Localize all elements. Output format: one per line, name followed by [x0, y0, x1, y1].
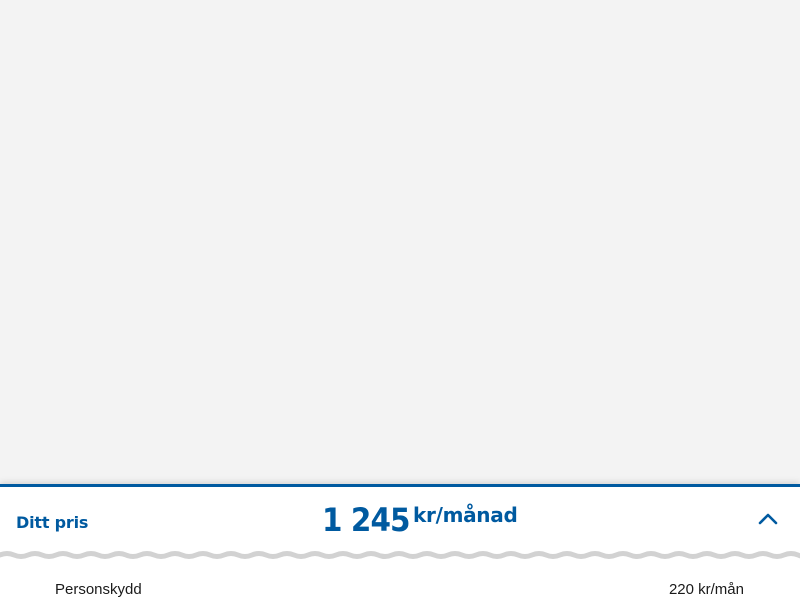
- price-unit: kr/månad: [413, 503, 518, 527]
- price-summary-panel: Ditt pris 1 245 kr/månad Personskydd 220…: [0, 484, 800, 600]
- breakdown-label: Personskydd: [55, 581, 142, 598]
- price-amount: 1 245: [322, 501, 411, 539]
- chevron-up-icon[interactable]: [754, 505, 782, 533]
- price-title: Ditt pris: [16, 513, 89, 532]
- breakdown-value: 220 kr/mån: [668, 581, 744, 598]
- price-summary-header[interactable]: Ditt pris 1 245 kr/månad: [0, 487, 800, 553]
- wavy-divider: [0, 551, 800, 559]
- breakdown-row-personskydd: Personskydd 220 kr/mån: [0, 577, 800, 600]
